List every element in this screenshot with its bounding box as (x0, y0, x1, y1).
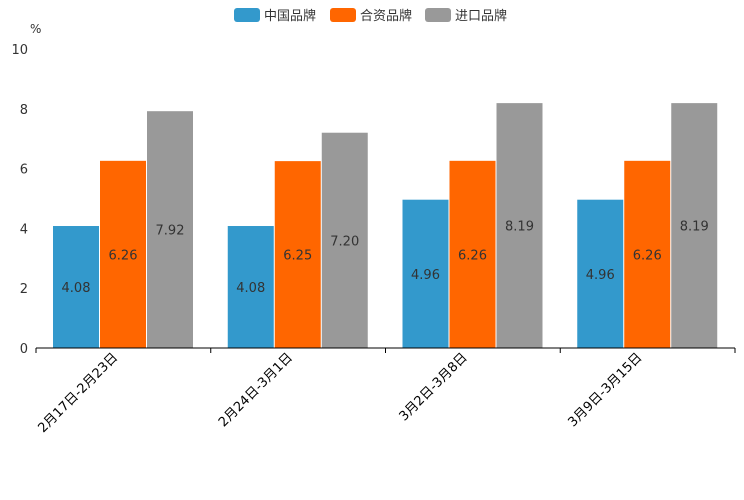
y-tick-label: 2 (20, 282, 28, 297)
x-category-label: 3月2日-3月8日 (397, 350, 471, 424)
bar-value-label: 4.08 (236, 281, 265, 296)
bar-value-label: 8.19 (505, 220, 534, 235)
legend: 中国品牌 合资品牌 进口品牌 (234, 8, 507, 24)
bar (671, 103, 718, 348)
y-tick-label: 10 (11, 43, 28, 58)
bar-value-label: 4.96 (411, 268, 440, 283)
bar-value-label: 6.26 (633, 248, 662, 263)
bar (624, 160, 671, 348)
bar (321, 132, 368, 348)
bar-value-label: 7.20 (330, 234, 359, 249)
legend-label: 合资品牌 (360, 8, 412, 24)
bar-value-label: 7.92 (156, 224, 185, 239)
bar-value-label: 4.08 (62, 281, 91, 296)
bar (100, 160, 146, 348)
y-tick-label: 4 (20, 222, 28, 237)
y-axis-ticks: 0 2 4 6 8 10 (11, 43, 28, 357)
bar-value-label: 4.96 (586, 268, 615, 283)
y-tick-label: 8 (20, 103, 28, 118)
bar (227, 226, 274, 348)
bar (274, 161, 321, 348)
x-category-label: 3月9日-3月15日 (566, 350, 646, 430)
bar-value-label: 6.25 (283, 249, 312, 264)
bar-value-label: 6.26 (109, 248, 138, 263)
bar (147, 111, 193, 348)
bar (402, 199, 449, 348)
x-category-label: 2月24日-3月1日 (216, 350, 296, 430)
bar-value-label: 8.19 (680, 220, 709, 235)
legend-item: 中国品牌 (234, 8, 316, 24)
bar-value-labels: 4.08 6.26 7.92 4.08 6.25 7.20 4.96 6.26 8.19 4.96… (62, 220, 709, 296)
bar (496, 103, 543, 348)
y-tick-label: 6 (20, 163, 28, 178)
legend-swatch (234, 8, 260, 22)
x-category-label: 2月17日-2月23日 (35, 350, 121, 436)
legend-swatch (330, 8, 356, 22)
x-axis-ticks (35, 348, 736, 353)
legend-item: 合资品牌 (330, 8, 412, 24)
x-axis-labels: 2月17日-2月23日 2月24日-3月1日 3月2日-3月8日 3月9日-3月15日 (35, 350, 645, 436)
bars (53, 103, 718, 348)
legend-item: 进口品牌 (425, 8, 507, 24)
bar (449, 160, 496, 348)
y-tick-label: 0 (20, 342, 28, 357)
y-axis-unit-label: % (30, 22, 41, 36)
legend-label: 进口品牌 (455, 8, 507, 24)
bar (53, 226, 99, 348)
bar (577, 199, 624, 348)
legend-swatch (425, 8, 451, 22)
bar-value-label: 6.26 (458, 248, 487, 263)
legend-label: 中国品牌 (264, 8, 316, 24)
